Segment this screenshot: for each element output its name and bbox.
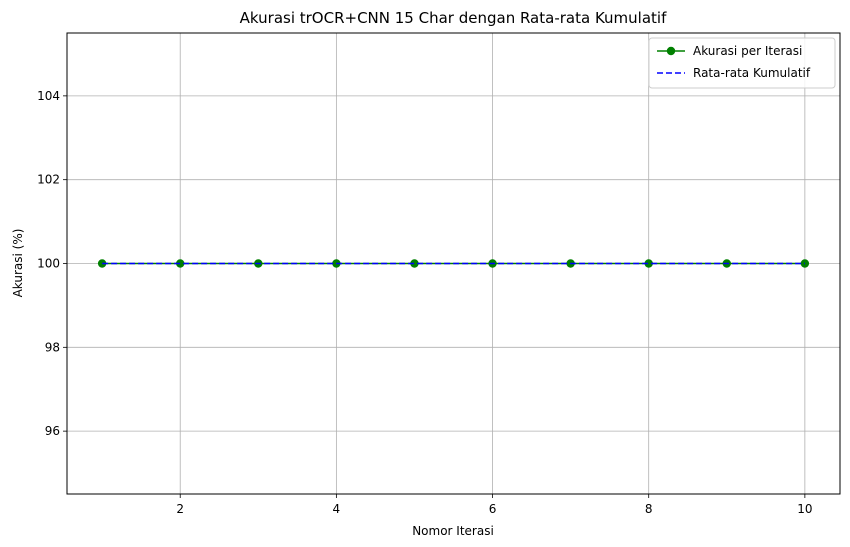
data-point bbox=[176, 259, 185, 268]
x-tick-label: 6 bbox=[489, 502, 497, 516]
y-tick-label: 104 bbox=[37, 89, 60, 103]
legend: Akurasi per Iterasi Rata-rata Kumulatif bbox=[648, 37, 836, 89]
x-tick-label: 2 bbox=[176, 502, 184, 516]
legend-box bbox=[648, 37, 836, 89]
x-tick-label: 10 bbox=[797, 502, 812, 516]
x-axis-label: Nomor Iterasi bbox=[412, 524, 494, 538]
y-axis-label: Akurasi (%) bbox=[11, 229, 25, 298]
y-tick-label: 96 bbox=[45, 424, 60, 438]
ticks: 2 4 6 8 10 96 98 100 102 104 bbox=[37, 89, 812, 516]
x-tick-label: 8 bbox=[645, 502, 653, 516]
y-tick-label: 100 bbox=[37, 257, 60, 271]
data-point bbox=[410, 259, 419, 268]
x-tick-label: 4 bbox=[333, 502, 341, 516]
y-tick-label: 102 bbox=[37, 173, 60, 187]
legend-label-1: Akurasi per Iterasi bbox=[693, 44, 802, 58]
y-tick-label: 98 bbox=[45, 340, 60, 354]
legend-marker bbox=[666, 46, 676, 56]
data-point bbox=[644, 259, 653, 268]
legend-label-2: Rata-rata Kumulatif bbox=[693, 66, 811, 80]
series-layer bbox=[97, 259, 810, 268]
chart-title: Akurasi trOCR+CNN 15 Char dengan Rata-ra… bbox=[240, 9, 667, 27]
